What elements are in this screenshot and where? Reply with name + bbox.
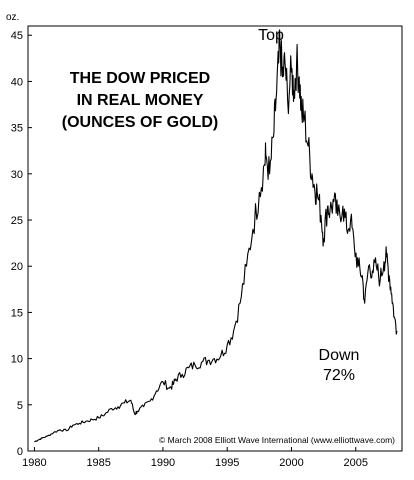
y-tick-label: 40 [11, 76, 23, 88]
x-tick-label: 2005 [343, 457, 367, 469]
chart-title-line-3: (OUNCES OF GOLD) [62, 114, 218, 131]
series-line [34, 29, 398, 443]
chart-title-line-1: THE DOW PRICED [70, 70, 210, 87]
x-tick-label: 1995 [215, 457, 239, 469]
y-axis: 0 5 10 15 20 25 30 35 40 45 [11, 30, 32, 458]
chart-title-line-2: IN REAL MONEY [77, 92, 204, 109]
annotation-down-line-2: 72% [323, 367, 355, 384]
y-tick-label: 15 [11, 307, 23, 319]
plot-frame [27, 25, 403, 452]
x-tick-label: 2000 [279, 457, 303, 469]
y-tick-label: 30 [11, 169, 23, 181]
y-tick-label: 20 [11, 261, 23, 273]
y-tick-label: 5 [17, 400, 23, 412]
y-axis-unit-label: oz. [6, 12, 19, 23]
x-tick-label: 1980 [22, 457, 46, 469]
x-tick-label: 1990 [151, 457, 175, 469]
annotation-down-line-1: Down [319, 347, 360, 364]
y-tick-label: 0 [17, 446, 23, 458]
x-tick-label: 1985 [86, 457, 110, 469]
x-axis: 1980 1985 1990 1995 2000 2005 [22, 447, 368, 469]
y-tick-label: 10 [11, 354, 23, 366]
copyright-credit: © March 2008 Elliott Wave International … [159, 435, 395, 445]
annotation-top: Top [258, 27, 284, 44]
y-tick-label: 45 [11, 30, 23, 42]
y-tick-label: 35 [11, 123, 23, 135]
y-tick-label: 25 [11, 215, 23, 227]
